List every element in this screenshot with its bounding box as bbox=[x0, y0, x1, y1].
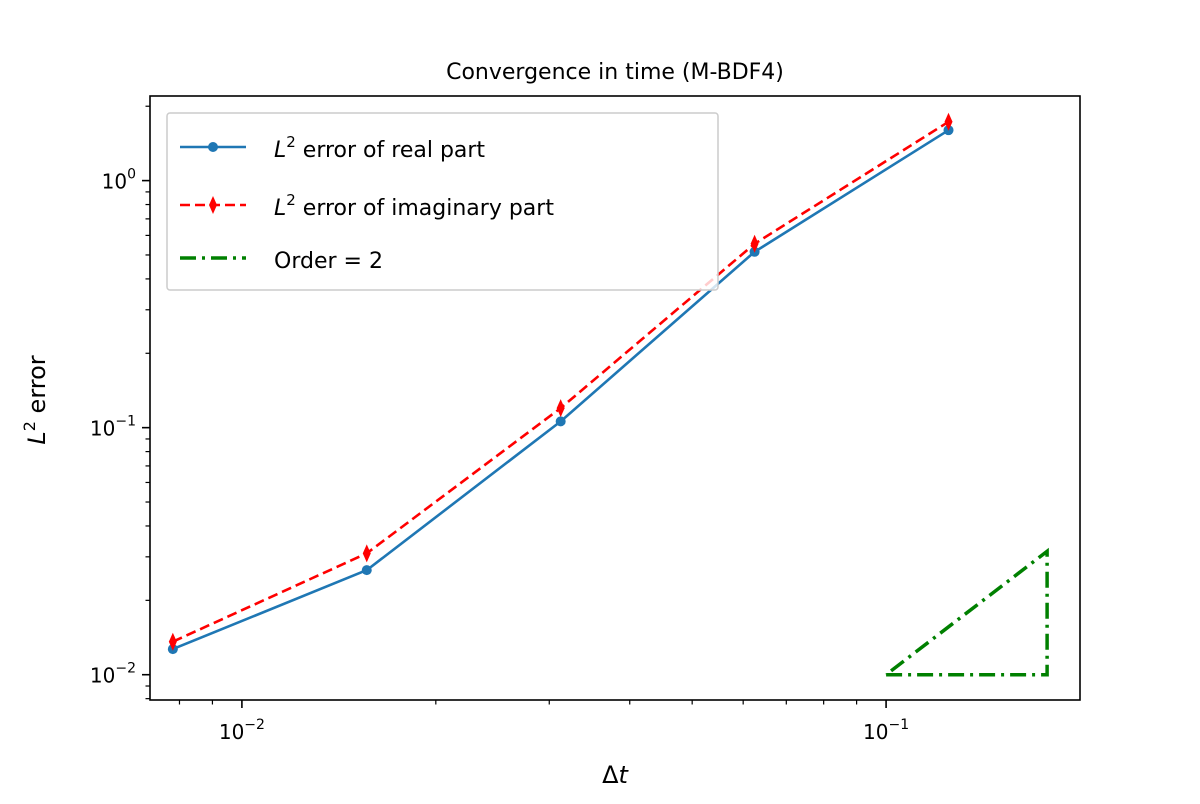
x-axis-label: Δt bbox=[602, 761, 629, 789]
data-point bbox=[362, 544, 371, 563]
y-tick-label: 10−2 bbox=[90, 661, 136, 688]
order-reference-triangle bbox=[885, 547, 1049, 677]
series-layer bbox=[167, 112, 1049, 677]
data-point bbox=[361, 565, 372, 576]
legend-box bbox=[166, 112, 719, 291]
series-1 bbox=[168, 112, 953, 651]
plot-frame bbox=[149, 95, 1081, 701]
y-axis-label-var: L bbox=[23, 431, 51, 444]
data-point bbox=[944, 112, 953, 131]
legend-label-imaginary: L2 error of imaginary part bbox=[274, 191, 554, 221]
legend-label-real: L2 error of real part bbox=[274, 133, 485, 163]
y-tick-label: 10−1 bbox=[90, 414, 136, 441]
legend-entry-real: L2 error of real part bbox=[180, 133, 485, 163]
legend-marker-imaginary bbox=[209, 196, 217, 214]
y-axis-label-sup: 2 bbox=[20, 421, 39, 431]
data-point bbox=[556, 399, 565, 418]
x-tick-label: 10−1 bbox=[863, 717, 909, 744]
legend-entry-order: Order = 2 bbox=[180, 249, 383, 274]
data-point bbox=[555, 416, 566, 427]
y-axis-label-rest: error bbox=[23, 355, 51, 421]
chart-title: Convergence in time (M-BDF4) bbox=[446, 60, 784, 85]
data-point bbox=[168, 632, 177, 651]
legend-marker-real bbox=[208, 142, 218, 152]
x-axis-label-symbol: Δ bbox=[602, 761, 619, 789]
y-axis-label: L2 error bbox=[20, 355, 51, 444]
data-point bbox=[750, 234, 759, 253]
y-tick-label: 100 bbox=[102, 167, 136, 194]
x-tick-label: 10−2 bbox=[219, 717, 265, 744]
legend-entry-imaginary: L2 error of imaginary part bbox=[180, 191, 554, 221]
legend-label-order: Order = 2 bbox=[274, 249, 383, 274]
legend: L2 error of real part L2 error of imagin… bbox=[166, 112, 719, 291]
x-axis-label-var: t bbox=[619, 761, 630, 789]
x-axis: 10−2 10−1 bbox=[178, 700, 909, 744]
y-axis: 10−2 10−1 100 bbox=[90, 105, 150, 700]
